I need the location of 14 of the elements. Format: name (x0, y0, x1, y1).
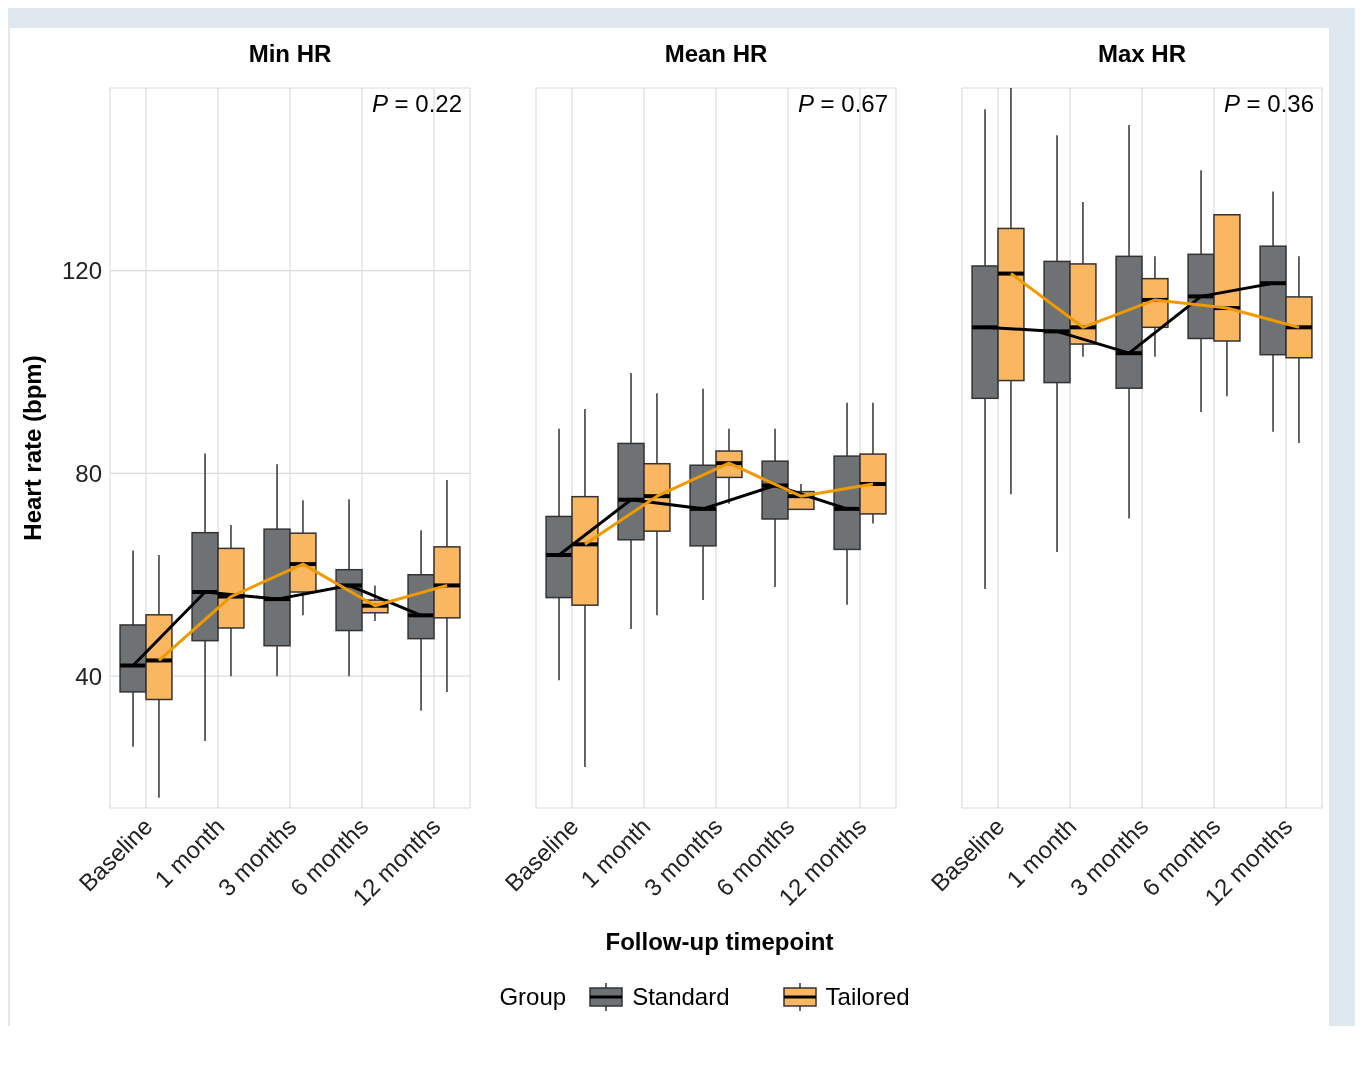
chart-title: Mean HR (663, 40, 769, 68)
y-tick-label: 120 (61, 257, 102, 285)
legend-title: Group (499, 983, 567, 1011)
y-tick-label: 40 (75, 662, 102, 690)
y-axis-title: Heart rate (bpm) (18, 355, 46, 541)
legend-label: Standard (632, 983, 730, 1011)
y-tick-label: 80 (75, 459, 102, 487)
x-axis-title: Follow-up timepoint (604, 928, 835, 956)
legend-label: Tailored (825, 983, 910, 1011)
annotation: P = 0.22 (371, 90, 462, 118)
chart-title: Max HR (1097, 40, 1187, 68)
annotation: P = 0.67 (797, 90, 888, 118)
chart-title: Min HR (247, 40, 333, 68)
annotation: P = 0.36 (1223, 90, 1314, 118)
